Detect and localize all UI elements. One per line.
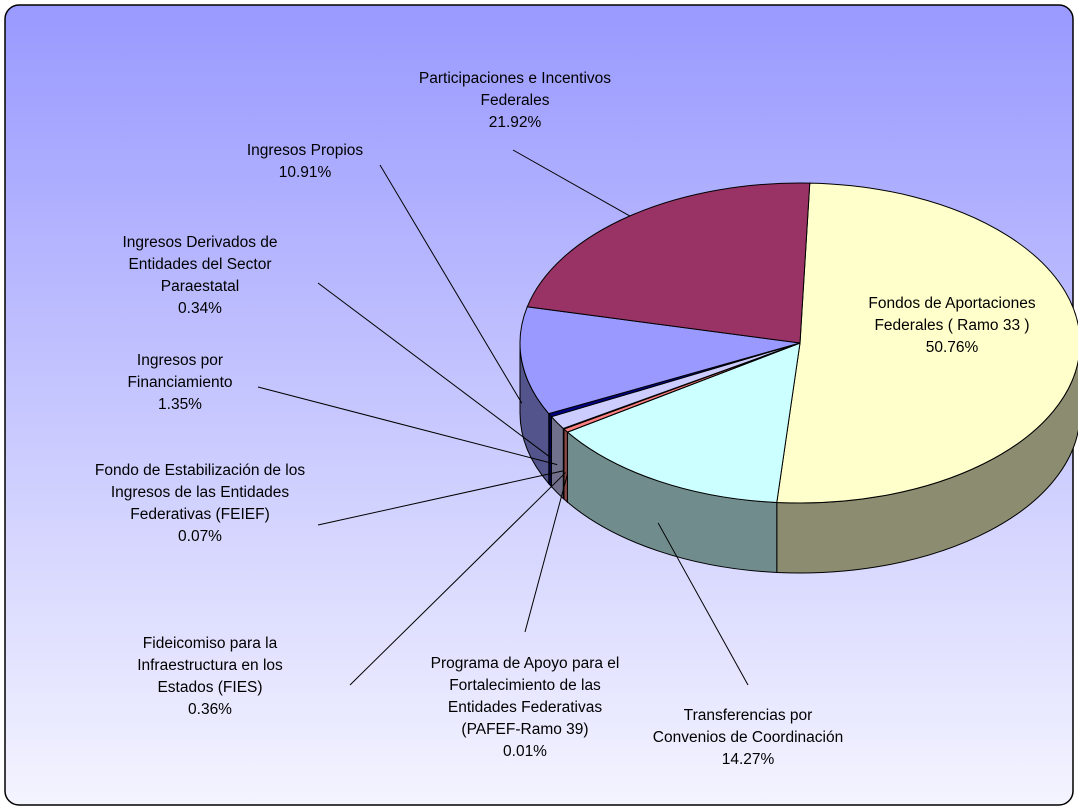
- value-label: 1.35%: [158, 396, 202, 413]
- category-name: Fondos de Aportaciones Federales ( Ramo …: [868, 295, 1036, 334]
- value-label: 14.27%: [721, 751, 775, 768]
- value-label: 0.07%: [178, 528, 222, 545]
- slice-label: Participaciones e Incentivos Federales 21…: [415, 68, 615, 134]
- category-name: Participaciones e Incentivos Federales: [418, 70, 612, 109]
- slice-side: [563, 427, 568, 504]
- value-label: 0.34%: [178, 300, 222, 317]
- slice: [776, 182, 1078, 504]
- slice-label: Fondos de Aportaciones Federales ( Ramo …: [837, 293, 1067, 359]
- leader-line: [524, 473, 568, 633]
- slice-label: Ingresos por Financiamiento 1.35%: [95, 350, 265, 416]
- slice-label: Ingresos Propios 10.91%: [205, 140, 405, 184]
- slice-label: Transferencias por Convenios de Coordina…: [648, 705, 848, 771]
- value-label: 21.92%: [488, 114, 542, 131]
- slice: [519, 306, 801, 415]
- value-label: 0.01%: [503, 743, 547, 760]
- slice-label: Fondo de Estabilización de los Ingresos …: [85, 460, 315, 548]
- value-label: 50.76%: [925, 339, 979, 356]
- leader-line: [379, 164, 523, 404]
- leader-line: [349, 472, 567, 686]
- category-name: Fideicomiso para la Infraestructura en l…: [137, 635, 283, 696]
- leader-line: [317, 470, 564, 526]
- leader-line: [257, 386, 558, 466]
- category-name: Ingresos por Financiamiento: [127, 352, 233, 391]
- leader-line: [657, 522, 749, 686]
- category-name: Ingresos Propios: [246, 142, 364, 159]
- leader-line: [317, 282, 551, 458]
- slice: [566, 342, 801, 503]
- slice-label: Ingresos Derivados de Entidades del Sect…: [90, 232, 310, 320]
- slice-label: Fideicomiso para la Infraestructura en l…: [110, 633, 310, 721]
- slice-side: [550, 415, 564, 500]
- leader-line: [512, 149, 630, 217]
- category-name: Fondo de Estabilización de los Ingresos …: [94, 462, 306, 523]
- category-name: Transferencias por Convenios de Coordina…: [652, 707, 844, 746]
- category-name: Programa de Apoyo para el Fortalecimient…: [430, 655, 620, 738]
- slice-label: Programa de Apoyo para el Fortalecimient…: [425, 653, 625, 763]
- category-name: Ingresos Derivados de Entidades del Sect…: [122, 234, 278, 295]
- value-label: 10.91%: [278, 164, 332, 181]
- value-label: 0.36%: [188, 701, 232, 718]
